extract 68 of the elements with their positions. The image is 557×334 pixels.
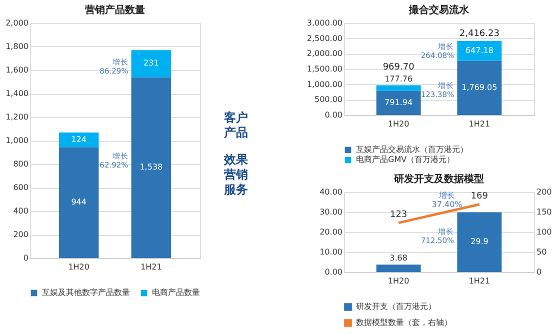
bar xyxy=(131,50,172,78)
y2-tick-label: 200 xyxy=(536,188,552,196)
y-tick-label: 500.00 xyxy=(314,95,342,104)
y-tick-label: 2,000 xyxy=(6,18,28,28)
y-tick-label: 0.00 xyxy=(324,268,342,276)
data-label: 1,538 xyxy=(140,162,163,172)
text: 效果营销服务 xyxy=(223,152,249,197)
y-tick-label: 600 xyxy=(13,183,28,192)
y-tick-label: 1,600 xyxy=(6,66,28,74)
x-tick-label: 1H21 xyxy=(140,262,162,272)
bar xyxy=(131,77,172,258)
data-label: 123 xyxy=(390,210,408,220)
y-tick-label: 1,800 xyxy=(6,42,28,51)
bar xyxy=(376,90,421,115)
y-tick-label: 0 xyxy=(23,254,28,262)
data-label: 647.18 xyxy=(465,46,494,55)
y-tick-label: 200 xyxy=(13,230,28,239)
chart-title: 撮合交易流水 xyxy=(408,4,470,16)
total-label: 969.70 xyxy=(382,62,415,72)
data-label: 944 xyxy=(71,198,86,207)
x-tick-label: 1H21 xyxy=(468,120,490,128)
y-tick-label: 1,000.00 xyxy=(306,80,342,89)
data-label: 124 xyxy=(71,134,86,144)
data-label: 231 xyxy=(144,58,159,68)
y-tick-label: 30.00 xyxy=(320,208,342,216)
legend-label: 电商产品GMV（百万港元） xyxy=(356,155,455,164)
data-label: 1,769.05 xyxy=(462,82,498,92)
data-label: 29.9 xyxy=(470,237,488,246)
y-tick-label: 3,000.00 xyxy=(306,18,342,28)
y2-tick-label: 150 xyxy=(536,208,552,216)
data-label: 3.68 xyxy=(390,254,408,263)
data-label: 791.94 xyxy=(384,98,413,107)
legend-label: 研发开支（百万港元） xyxy=(356,302,436,311)
bar xyxy=(58,132,99,148)
text: 客户产品 xyxy=(223,110,248,140)
y-tick-label: 1,200 xyxy=(6,112,28,122)
legend-label: 互娱产品交易流水（百万港元） xyxy=(356,145,468,154)
chart-title: 研发开支及数据模型 xyxy=(393,173,484,185)
y-tick-label: 0.00 xyxy=(324,110,342,120)
bar xyxy=(457,40,502,61)
bar xyxy=(58,147,99,258)
data-label: 169 xyxy=(470,191,488,202)
y-tick-label: 10.00 xyxy=(320,248,342,256)
y2-tick-label: 0 xyxy=(536,268,542,276)
x-tick-label: 1H20 xyxy=(68,262,90,272)
y2-tick-label: 100 xyxy=(536,228,552,236)
legend-label: 互娱及其他数字产品数量 xyxy=(42,288,130,297)
x-tick-label: 1H21 xyxy=(468,276,490,286)
bar xyxy=(376,85,421,91)
x-tick-label: 1H20 xyxy=(388,276,410,286)
total-label: 2,416.23 xyxy=(459,28,500,39)
data-label: 177.76 xyxy=(384,74,413,84)
y-tick-label: 20.00 xyxy=(320,228,342,236)
chart-title: 营销产品数量 xyxy=(84,4,145,16)
legend-label: 数据模型数量（套，右轴） xyxy=(356,318,452,327)
legend-label: 电商产品数量 xyxy=(152,288,200,297)
annotation: 增长 37.40% xyxy=(432,191,463,209)
y-tick-label: 800 xyxy=(13,160,28,168)
y-tick-label: 1,000 xyxy=(6,136,28,145)
bar xyxy=(457,60,502,115)
y-tick-label: 2,000.00 xyxy=(306,49,342,58)
y-tick-label: 400 xyxy=(13,206,28,216)
x-tick-label: 1H20 xyxy=(388,120,410,128)
y-tick-label: 1,500.00 xyxy=(306,64,342,74)
y-tick-label: 2,500.00 xyxy=(306,34,342,43)
y-tick-label: 40.00 xyxy=(320,188,342,196)
y2-tick-label: 50 xyxy=(536,248,547,256)
y-tick-label: 1,400 xyxy=(6,89,28,98)
